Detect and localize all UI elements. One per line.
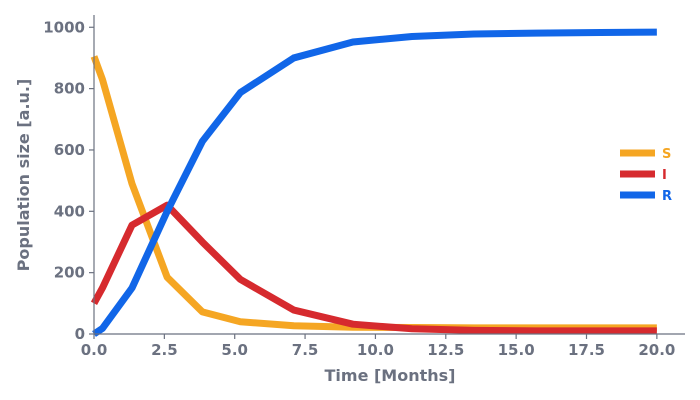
x-tick-label: 0.0 xyxy=(81,341,108,359)
y-tick-label: 400 xyxy=(54,202,85,220)
legend-label-i: I xyxy=(662,168,667,183)
y-tick-label: 600 xyxy=(54,141,85,159)
plot-area xyxy=(90,28,657,337)
y-axis-ticks: 0 200 400 600 800 1000 xyxy=(43,18,94,343)
y-tick-label: 800 xyxy=(54,80,85,98)
series-line-r xyxy=(92,28,657,337)
x-tick-label: 2.5 xyxy=(151,341,178,359)
x-tick-label: 20.0 xyxy=(638,341,675,359)
series-line-i xyxy=(90,201,657,335)
x-tick-label: 17.5 xyxy=(568,341,605,359)
legend-label-r: R xyxy=(662,189,672,204)
x-axis-ticks: 0.0 2.5 5.0 7.5 10.0 12.5 15.0 17.5 20.0 xyxy=(81,334,675,359)
x-axis-title: Time [Months] xyxy=(325,366,456,385)
x-tick-label: 12.5 xyxy=(427,341,464,359)
x-tick-label: 5.0 xyxy=(221,341,248,359)
x-tick-label: 15.0 xyxy=(498,341,535,359)
y-tick-label: 0 xyxy=(75,325,85,343)
legend: SIR xyxy=(620,147,672,204)
x-tick-label: 7.5 xyxy=(292,341,319,359)
y-tick-label: 1000 xyxy=(43,18,85,36)
legend-label-s: S xyxy=(662,147,671,162)
y-axis-title: Population size [a.u.] xyxy=(14,79,33,272)
x-tick-label: 10.0 xyxy=(357,341,394,359)
y-tick-label: 200 xyxy=(54,264,85,282)
